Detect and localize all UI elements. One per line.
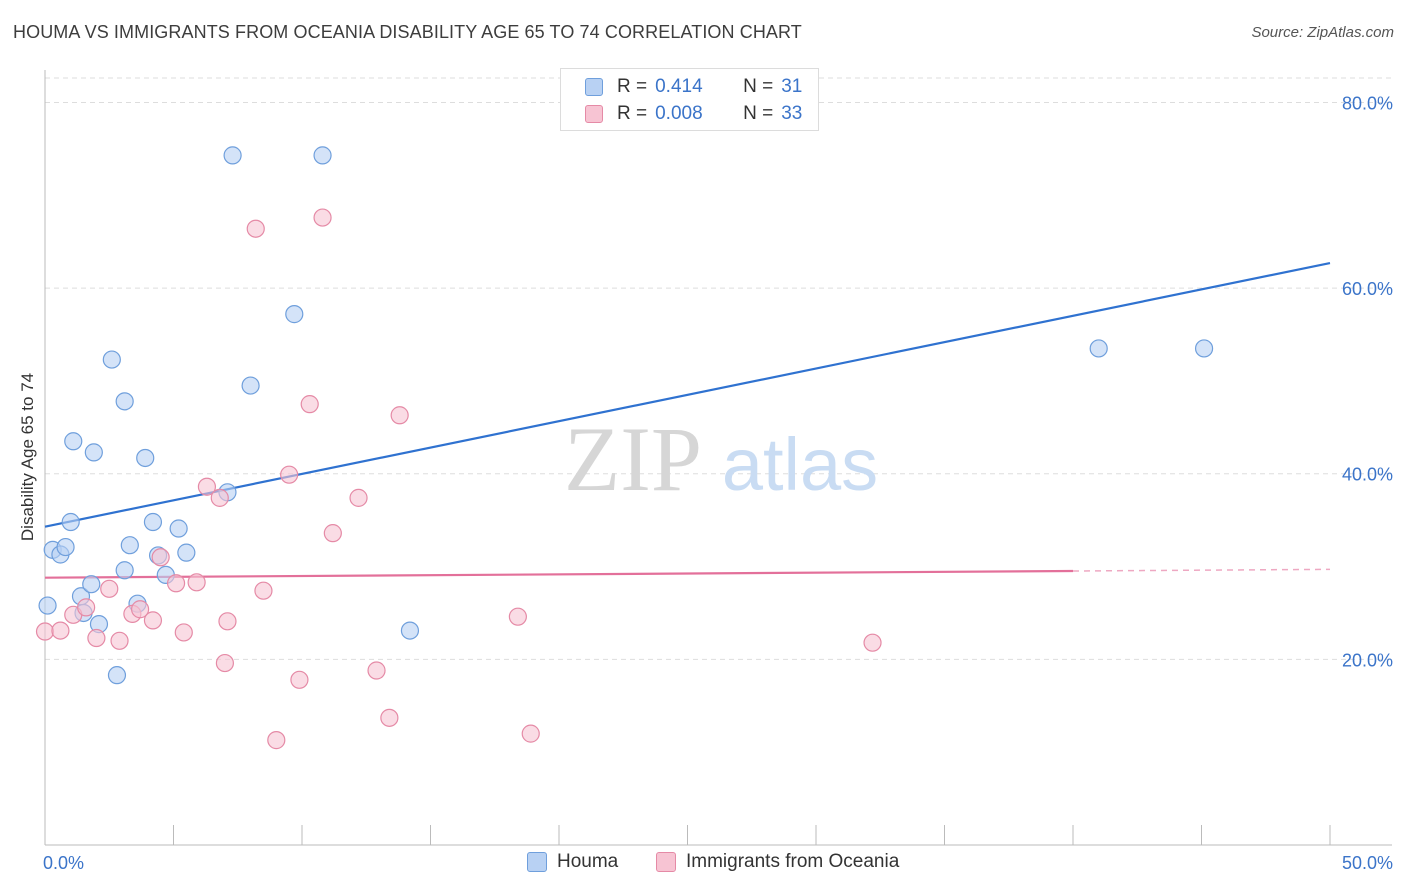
axes <box>44 70 1392 846</box>
data-point-pink <box>280 465 299 484</box>
legend-n-value: 33 <box>781 103 803 124</box>
legend-r-value: 0.008 <box>655 103 703 124</box>
data-point-blue <box>143 512 163 532</box>
x-tick-label: 0.0% <box>43 853 84 873</box>
data-point-pink <box>863 633 882 652</box>
series-legend-houma[interactable]: Houma <box>527 851 618 873</box>
data-point-blue <box>115 561 134 580</box>
data-point-blue <box>400 621 420 640</box>
data-point-blue <box>177 543 196 562</box>
data-point-pink <box>197 477 217 496</box>
legend-n-label: N = <box>743 76 774 97</box>
legend-n-label: N = <box>743 103 774 124</box>
series-legend: Houma Immigrants from Oceania <box>0 851 1406 877</box>
y-tick-label: 20.0% <box>1342 650 1393 670</box>
data-point-blue <box>107 666 127 685</box>
data-point-pink <box>218 612 237 631</box>
y-tick-label: 80.0% <box>1342 93 1393 113</box>
series-swatch-houma <box>527 852 547 872</box>
legend-row-houma: R = 0.414 N = 31 <box>585 74 802 100</box>
series-legend-oceania[interactable]: Immigrants from Oceania <box>656 851 899 873</box>
data-point-blue <box>56 537 75 557</box>
data-point-pink <box>151 548 170 567</box>
data-point-pink <box>267 731 286 750</box>
data-point-blue <box>285 305 304 324</box>
data-point-blue <box>115 392 134 411</box>
data-point-blue <box>169 519 188 538</box>
legend-r-value: 0.414 <box>655 76 703 97</box>
data-point-pink <box>300 395 319 414</box>
trend-line-blue <box>44 261 1331 528</box>
axis-labels: 20.0% 40.0% 60.0% 80.0% 0.0% 50.0% Disability … <box>18 93 1393 873</box>
data-point-pink <box>77 598 96 617</box>
data-point-pink <box>51 621 70 640</box>
series-label-oceania: Immigrants from Oceania <box>686 851 900 872</box>
data-point-pink <box>130 600 150 619</box>
y-axis-label: Disability Age 65 to 74 <box>18 373 37 541</box>
data-point-pink <box>313 208 332 227</box>
data-point-pink <box>290 670 309 689</box>
series-swatch-oceania <box>656 852 676 872</box>
data-point-pink <box>390 406 409 425</box>
data-point-pink <box>174 623 193 642</box>
source-credit: Source: ZipAtlas.com <box>1251 24 1394 41</box>
data-point-blue <box>1194 339 1214 358</box>
y-tick-label: 40.0% <box>1342 465 1393 485</box>
legend-r-label: R = <box>617 76 648 97</box>
trend-line-extension-pink <box>1072 568 1331 572</box>
data-point-pink <box>246 219 265 238</box>
gridlines <box>45 77 1392 660</box>
data-point-pink <box>87 628 106 648</box>
data-point-pink <box>380 708 399 727</box>
legend-r-label: R = <box>617 103 648 124</box>
data-point-pink <box>143 611 163 630</box>
data-point-pink <box>215 653 234 673</box>
trend-line-pink <box>44 569 1074 579</box>
data-point-pink <box>100 579 119 598</box>
data-point-pink <box>254 581 273 600</box>
data-point-blue <box>38 596 57 615</box>
data-point-blue <box>82 575 101 594</box>
data-point-blue <box>223 146 242 165</box>
trend-lines <box>44 261 1331 579</box>
data-point-blue <box>313 146 332 165</box>
data-point-blue <box>120 536 139 555</box>
data-point-pink <box>323 524 342 543</box>
data-point-pink <box>521 724 540 743</box>
data-point-blue <box>84 443 103 462</box>
data-point-pink <box>508 607 527 626</box>
data-point-pink <box>210 488 229 507</box>
data-point-blue <box>241 376 260 395</box>
chart-title: HOUMA VS IMMIGRANTS FROM OCEANIA DISABIL… <box>13 22 802 42</box>
data-point-pink <box>349 488 368 507</box>
x-tick-label: 50.0% <box>1342 853 1393 873</box>
data-point-pink <box>367 661 386 680</box>
data-point-pink <box>187 573 206 592</box>
watermark-zip: ZIP <box>564 408 702 510</box>
data-point-pink <box>166 574 186 593</box>
data-point-blue <box>64 432 83 451</box>
data-point-blue <box>102 350 121 369</box>
data-point-pink <box>110 631 129 650</box>
correlation-legend: R = 0.414 N = 31 R = 0.008 N = 33 <box>560 68 819 131</box>
data-point-blue <box>61 512 80 532</box>
legend-row-oceania: R = 0.008 N = 33 <box>585 101 802 127</box>
watermark-atlas: atlas <box>722 423 878 506</box>
series-label-houma: Houma <box>557 851 619 872</box>
y-tick-label: 60.0% <box>1342 279 1393 299</box>
legend-swatch-blue <box>585 78 603 96</box>
legend-swatch-pink <box>585 105 603 123</box>
data-point-blue <box>1089 339 1108 358</box>
data-point-blue <box>136 448 155 468</box>
data-points <box>35 146 1214 750</box>
data-point-pink <box>35 622 55 641</box>
legend-n-value: 31 <box>781 76 803 97</box>
